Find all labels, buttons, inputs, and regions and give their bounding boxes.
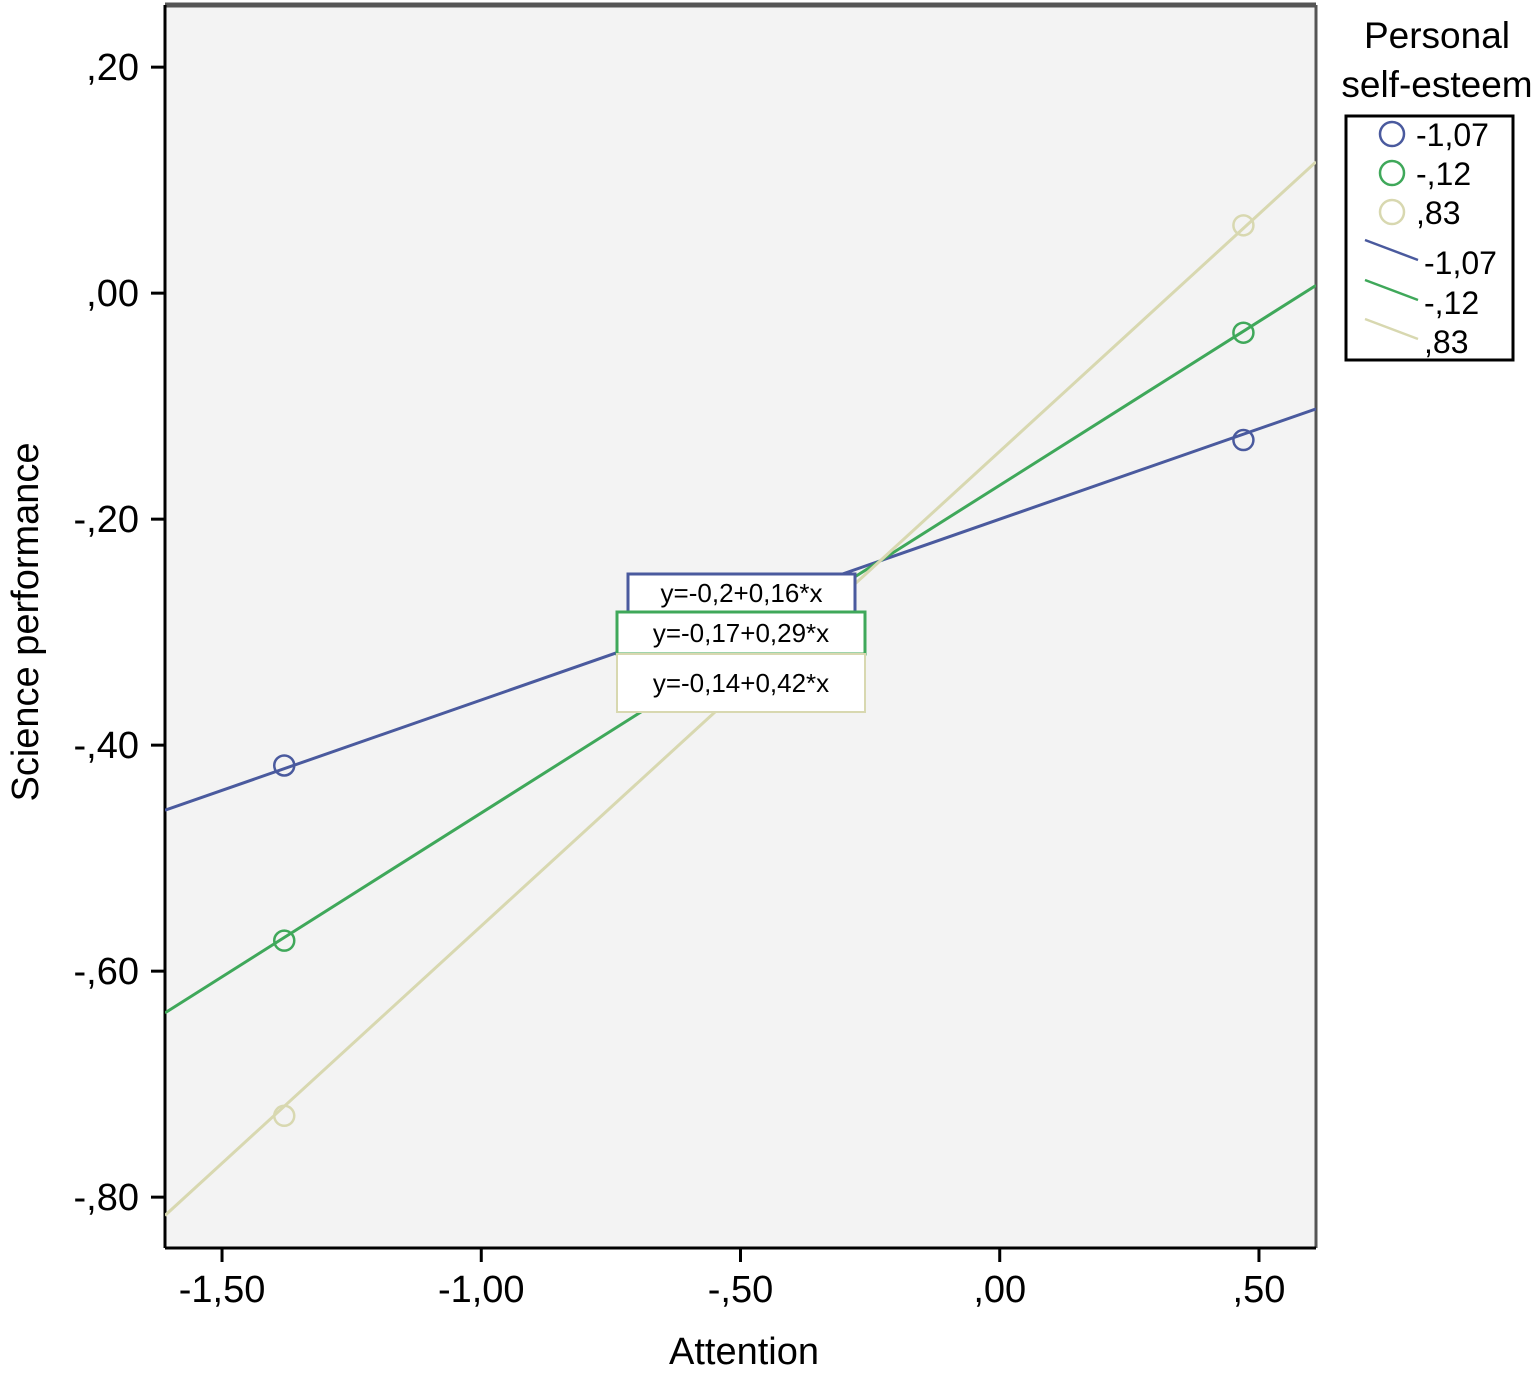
data-point-series-2	[1232, 321, 1255, 344]
equation-box-series-3	[616, 653, 866, 713]
data-point-series-1	[272, 754, 296, 777]
y-axis-title: Science performance	[5, 442, 47, 801]
data-point-series-3	[1232, 214, 1255, 237]
data-point-series-3	[272, 1104, 296, 1128]
axis-ticks: ,20 ,00 -,20 -,40 -,60 -,80 -1,50 -1,00 -,50 ,00,…	[74, 47, 1286, 1311]
legend-marker-series-1	[1378, 120, 1406, 148]
x-tick-label: -,50	[708, 1269, 773, 1311]
legend-marker-label-series-1: -1,07	[1416, 117, 1489, 153]
legend-line-series-2	[1364, 278, 1419, 302]
legend-line-label-series-3: ,83	[1424, 324, 1468, 360]
legend-title-line-1: Personal	[1364, 15, 1510, 56]
x-tick-label: -1,00	[438, 1269, 525, 1311]
equation-label-series-1: y=-0,2+0,16*x	[661, 578, 823, 608]
legend-marker-series-2	[1378, 159, 1406, 187]
legend: -1,07-,12,83-1,07-,12,83	[1364, 117, 1497, 360]
data-points	[272, 214, 1255, 1128]
x-tick-label: -1,50	[179, 1269, 266, 1311]
equation-labels: y=-0,2+0,16*x y=-0,17+0,29*x y=-0,14+0,42*…	[615, 572, 867, 713]
data-point-series-2	[272, 929, 296, 952]
equation-box-series-2	[615, 610, 867, 656]
x-tick-label: ,50	[1233, 1269, 1286, 1311]
x-tick-label: ,00	[973, 1269, 1026, 1311]
y-tick-label: ,00	[86, 273, 139, 315]
equation-label-series-3: y=-0,14+0,42*x	[653, 668, 829, 698]
legend-line-label-series-1: -1,07	[1424, 245, 1497, 281]
data-point-series-1	[1232, 428, 1255, 452]
y-tick-label: -,60	[74, 951, 139, 993]
y-tick-label: -,80	[74, 1177, 139, 1219]
y-tick-label: ,20	[86, 47, 139, 89]
legend-marker-label-series-2: -,12	[1416, 156, 1471, 192]
legend-line-label-series-2: -,12	[1424, 285, 1479, 321]
legend-line-series-3	[1364, 317, 1419, 341]
legend-box	[1344, 114, 1515, 362]
legend-title-line-2: self-esteem	[1341, 64, 1532, 105]
x-axis-title: Attention	[669, 1331, 819, 1373]
legend-line-series-1	[1364, 238, 1419, 262]
y-tick-label: -,40	[74, 725, 139, 767]
legend-marker-series-3	[1378, 198, 1406, 226]
legend-marker-label-series-3: ,83	[1416, 195, 1460, 231]
equation-label-series-2: y=-0,17+0,29*x	[653, 618, 829, 648]
y-tick-label: -,20	[74, 499, 139, 541]
